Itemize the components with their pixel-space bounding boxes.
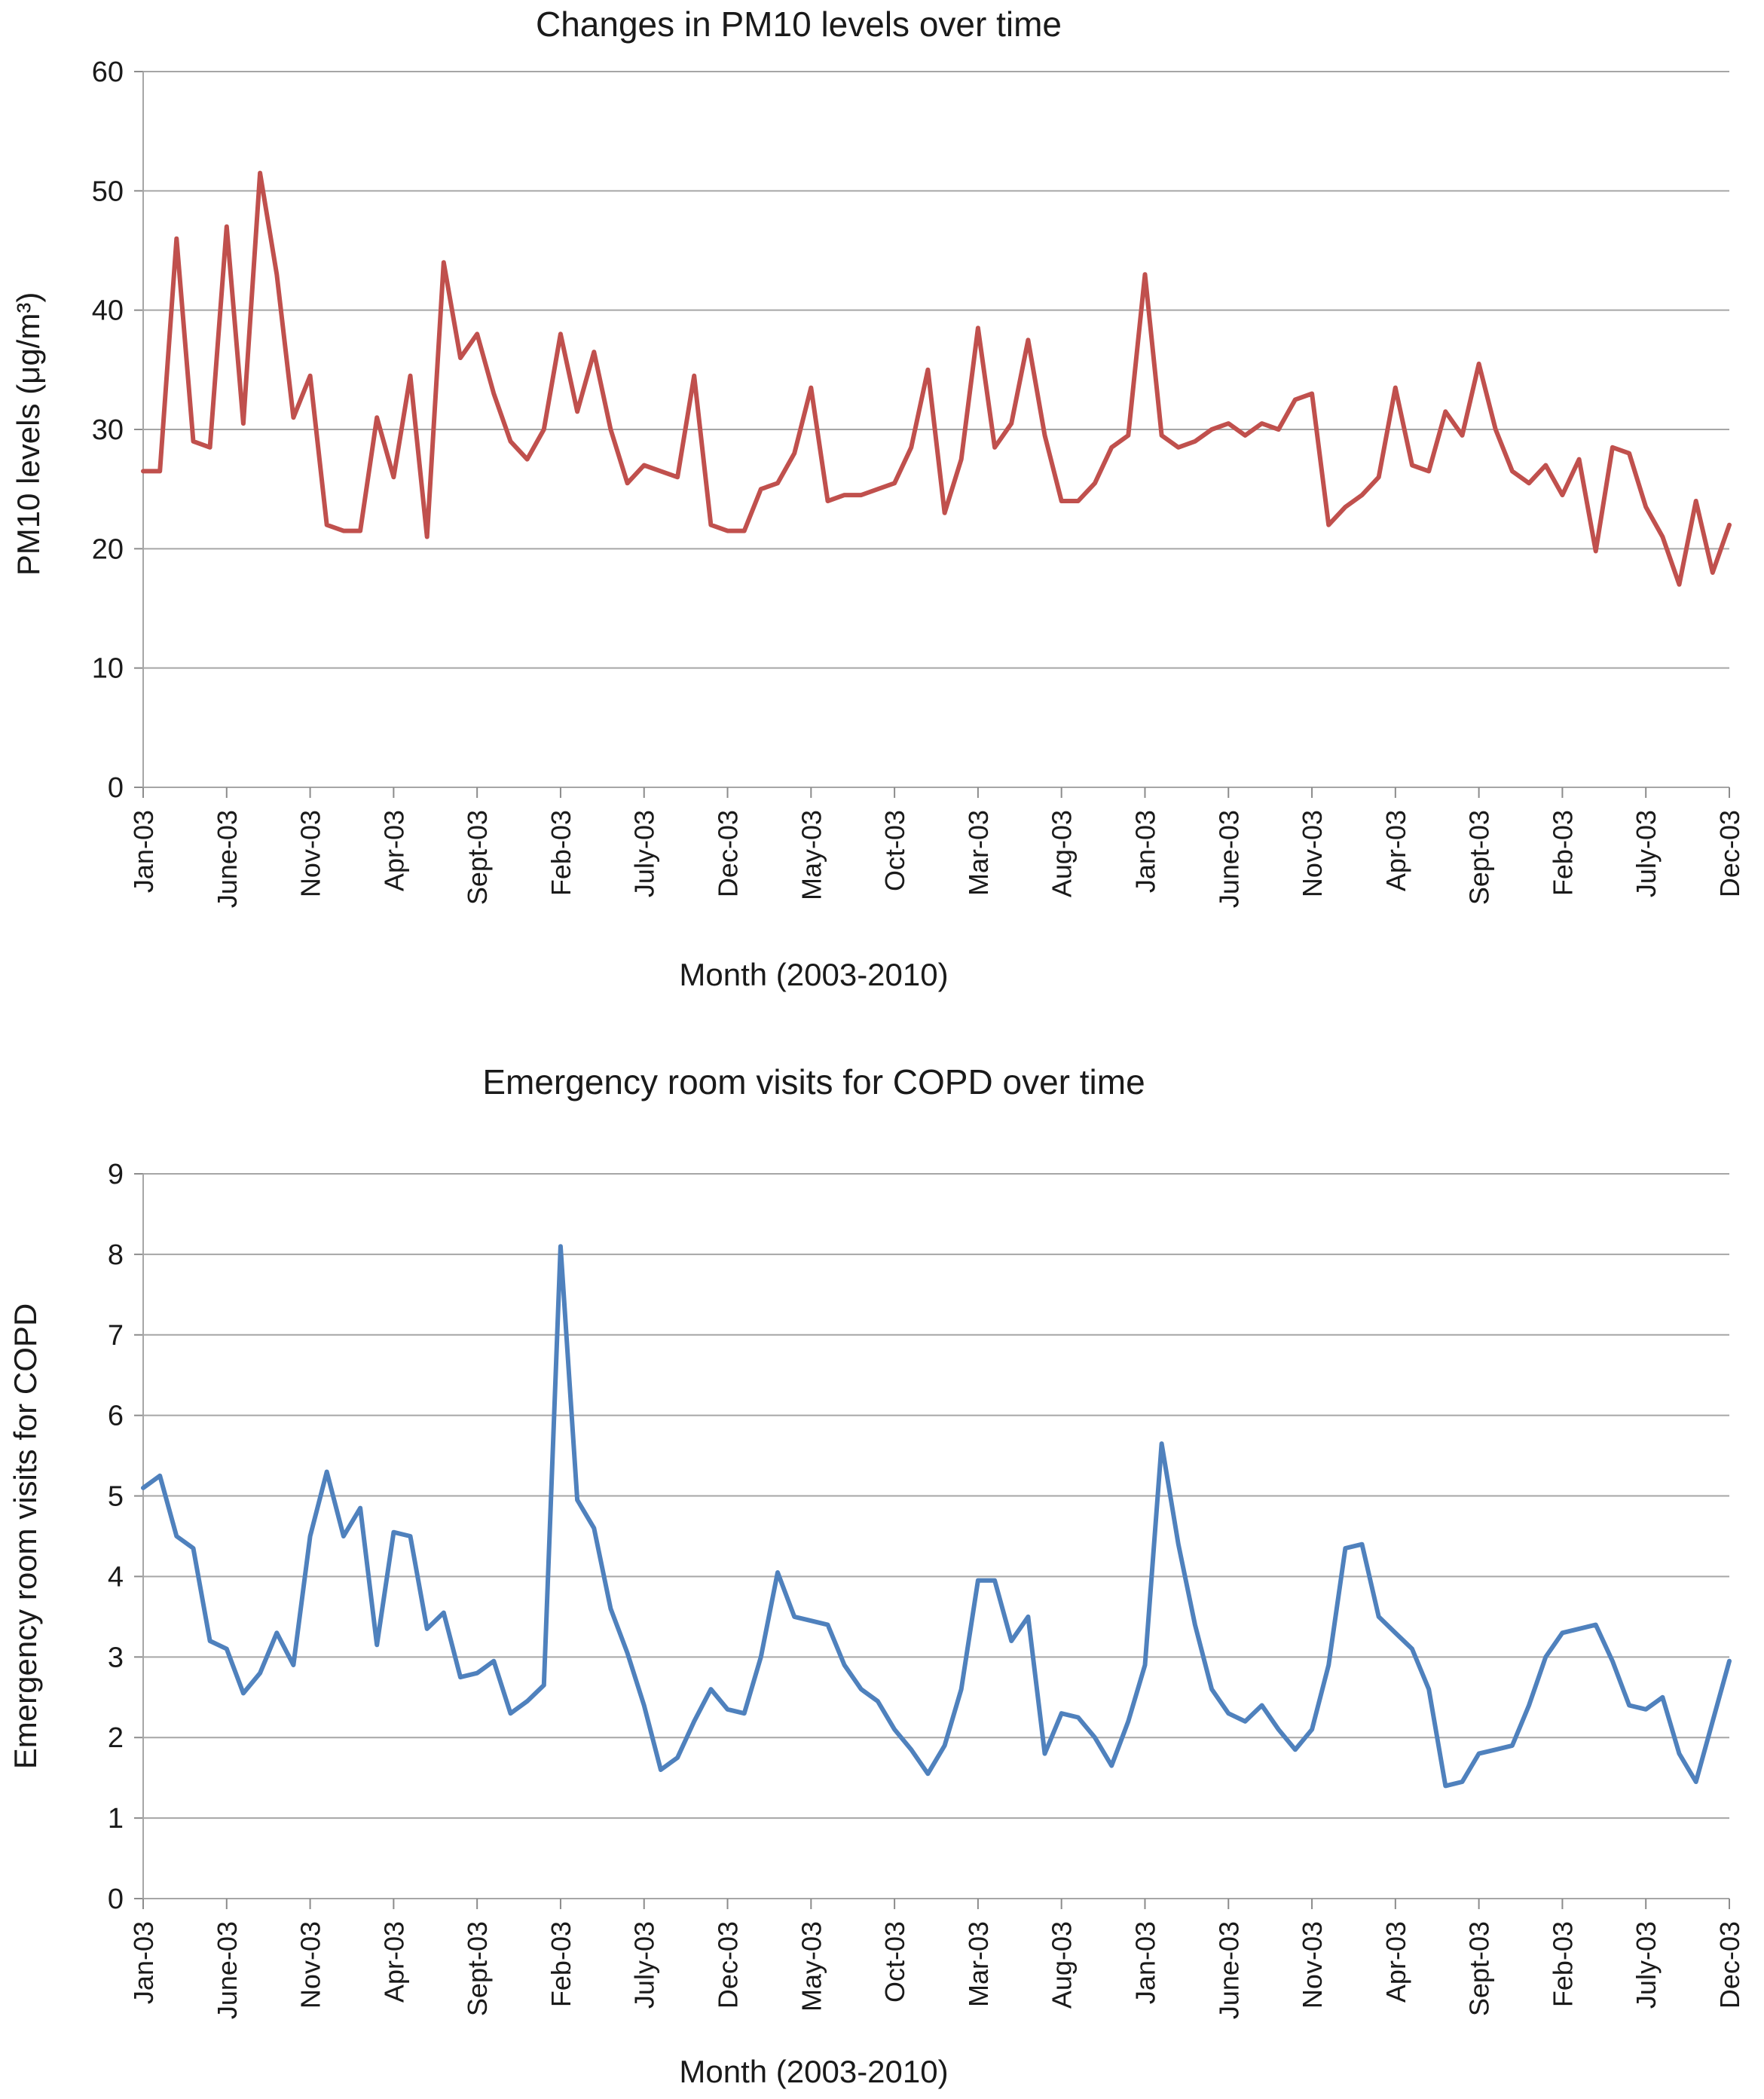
y-tick-label: 9 xyxy=(108,1159,124,1190)
x-tick-label: Dec-03 xyxy=(713,810,744,897)
pm10-chart-title: Changes in PM10 levels over time xyxy=(536,5,1062,44)
x-tick-label: Feb-03 xyxy=(546,1921,576,2007)
x-tick-label: June-03 xyxy=(212,810,243,908)
copd-chart-canvas: Emergency room visits for COPD over time… xyxy=(8,1062,1745,2089)
y-tick-label: 50 xyxy=(92,176,124,207)
copd-series-line xyxy=(141,1244,1732,1789)
x-tick-label: July-03 xyxy=(1631,1921,1662,2009)
x-tick-label: June-03 xyxy=(1213,810,1244,908)
x-tick-label: Sept-03 xyxy=(1464,1921,1495,2016)
y-tick-label: 7 xyxy=(108,1320,124,1352)
x-tick-label: Jan-03 xyxy=(1130,810,1160,893)
x-tick-label: Sept-03 xyxy=(462,1921,493,2016)
y-tick-label: 10 xyxy=(92,653,124,685)
y-tick-label: 1 xyxy=(108,1803,124,1835)
copd-chart-block: Emergency room visits for COPD over time… xyxy=(0,1044,1764,2099)
x-tick-label: May-03 xyxy=(796,1921,827,2012)
copd-chart-title: Emergency room visits for COPD over time xyxy=(482,1062,1145,1101)
y-tick-label: 2 xyxy=(108,1722,124,1754)
pm10-series-line xyxy=(141,170,1732,587)
x-tick-label: Jan-03 xyxy=(1130,1921,1160,2004)
pm10-plot-area: 0 10 20 30 40 50 60 Jan-03 June-03 Nov-03 Apr-03 Se… xyxy=(92,57,1745,908)
x-tick-label: Nov-03 xyxy=(295,810,326,897)
y-tick-label: 6 xyxy=(108,1401,124,1432)
x-tick-label: Mar-03 xyxy=(963,810,994,896)
x-tick-label: Oct-03 xyxy=(879,1921,910,2003)
pm10-x-axis-title: Month (2003-2010) xyxy=(679,957,948,992)
x-tick-label: Dec-03 xyxy=(1714,810,1745,897)
copd-plot-area: 0 1 2 3 4 5 6 7 8 9 Jan-03 June-03 Nov-03 Apr-03 Sept-… xyxy=(108,1159,1745,2019)
x-tick-label: Apr-03 xyxy=(378,1921,409,2003)
pm10-chart-block: Changes in PM10 levels over time PM10 le… xyxy=(0,0,1764,1044)
x-tick-label: Apr-03 xyxy=(378,810,409,891)
x-tick-label: July-03 xyxy=(1631,810,1662,897)
x-tick-label: Oct-03 xyxy=(879,810,910,891)
x-tick-label: July-03 xyxy=(629,1921,660,2009)
copd-x-axis-title: Month (2003-2010) xyxy=(679,2054,948,2089)
y-tick-label: 30 xyxy=(92,414,124,446)
x-tick-label: May-03 xyxy=(796,810,827,900)
x-tick-label: Sept-03 xyxy=(462,810,493,905)
copd-y-axis-title: Emergency room visits for COPD xyxy=(8,1303,43,1769)
pm10-chart-canvas: Changes in PM10 levels over time PM10 le… xyxy=(11,5,1745,992)
x-tick-label: June-03 xyxy=(1213,1921,1244,2019)
x-tick-label: Nov-03 xyxy=(1297,1921,1328,2009)
y-tick-label: 3 xyxy=(108,1642,124,1673)
pm10-y-axis-title: PM10 levels (μg/m³) xyxy=(11,292,46,576)
x-tick-label: Apr-03 xyxy=(1380,810,1411,891)
y-tick-label: 0 xyxy=(108,1884,124,1915)
x-tick-label: Feb-03 xyxy=(546,810,576,896)
x-tick-label: Dec-03 xyxy=(713,1921,744,2009)
y-tick-label: 0 xyxy=(108,772,124,804)
x-tick-label: Sept-03 xyxy=(1464,810,1495,905)
y-tick-label: 60 xyxy=(92,57,124,88)
y-tick-label: 20 xyxy=(92,533,124,565)
y-tick-label: 40 xyxy=(92,295,124,327)
x-tick-label: Jan-03 xyxy=(128,810,159,893)
x-tick-label: June-03 xyxy=(212,1921,243,2019)
y-tick-label: 5 xyxy=(108,1481,124,1513)
x-tick-label: Nov-03 xyxy=(1297,810,1328,897)
x-tick-label: Mar-03 xyxy=(963,1921,994,2007)
x-tick-label: Feb-03 xyxy=(1547,810,1578,896)
x-tick-label: Aug-03 xyxy=(1047,1921,1078,2009)
x-tick-label: July-03 xyxy=(629,810,660,897)
x-tick-label: Feb-03 xyxy=(1547,1921,1578,2007)
x-tick-label: Apr-03 xyxy=(1380,1921,1411,2003)
y-tick-label: 8 xyxy=(108,1239,124,1271)
x-tick-label: Aug-03 xyxy=(1047,810,1078,897)
x-tick-label: Jan-03 xyxy=(128,1921,159,2004)
y-tick-label: 4 xyxy=(108,1561,124,1593)
x-tick-label: Nov-03 xyxy=(295,1921,326,2009)
x-tick-label: Dec-03 xyxy=(1714,1921,1745,2009)
